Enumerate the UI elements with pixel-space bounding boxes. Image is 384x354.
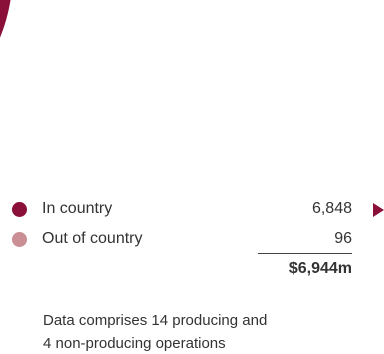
- next-arrow-icon[interactable]: [373, 203, 384, 217]
- footnote-line-2: 4 non-producing operations: [43, 335, 226, 352]
- legend-swatch-out-of-country: [12, 232, 27, 247]
- total-divider: [258, 253, 352, 254]
- center-value-label: $6,848m: [163, 87, 230, 106]
- footnote: Data comprises 14 producing and 4 non-pr…: [43, 309, 373, 354]
- total-value: $6,944m: [288, 260, 352, 277]
- pie-chart: $6,848m: [0, 0, 230, 106]
- legend-swatch-in-country: [12, 202, 27, 217]
- legend-item-in-country: In country 6,848: [12, 198, 352, 220]
- pie-slices: [0, 0, 11, 38]
- legend-label-in-country: In country: [42, 200, 113, 217]
- legend-label-out-of-country: Out of country: [42, 230, 143, 247]
- legend-value-out-of-country: 96: [334, 230, 352, 247]
- pie-slice-in-country: [0, 0, 11, 38]
- legend-value-in-country: 6,848: [311, 200, 352, 217]
- legend-item-out-of-country: Out of country 96: [12, 228, 352, 250]
- footnote-line-1: Data comprises 14 producing and: [43, 312, 268, 329]
